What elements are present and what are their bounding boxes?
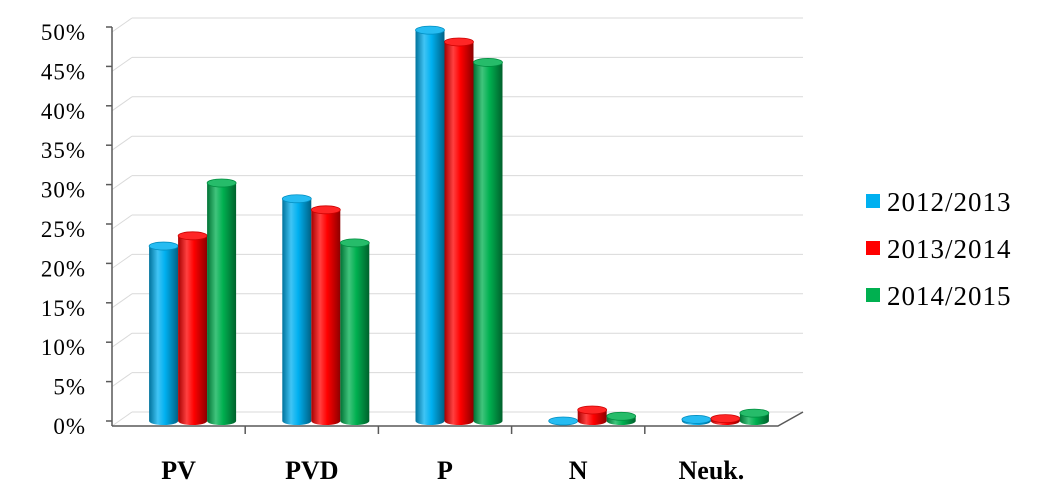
y-tick-label: 45% <box>41 59 86 84</box>
y-tick-label: 35% <box>41 138 86 163</box>
bar-pv-2014-2015 <box>206 178 237 425</box>
bar-neuk-2012-2013 <box>681 415 712 425</box>
gridline-depth <box>111 96 133 112</box>
legend-swatch <box>866 241 880 255</box>
x-category-label: N <box>569 456 588 481</box>
y-axis-ticks: 0% 5% 10% 15% 20% 25% 30% 35% 40% 45% 50% <box>41 20 112 439</box>
y-tick-label: 25% <box>41 217 86 242</box>
x-category-label: Neuk. <box>679 456 745 481</box>
gridline-depth <box>111 293 133 309</box>
legend-label: 2014/2015 <box>887 281 1012 311</box>
y-tick-label: 10% <box>41 335 86 360</box>
legend-swatch <box>866 288 880 302</box>
gridline-depth <box>111 56 133 72</box>
legend-label: 2013/2014 <box>887 234 1012 264</box>
y-tick-label: 15% <box>41 296 86 321</box>
x-axis-floor <box>112 411 804 427</box>
bar-p-2014-2015 <box>473 58 503 426</box>
x-axis-categories: PV PVD P N Neuk. <box>161 426 744 481</box>
gridline-depth <box>111 175 133 191</box>
bar-n-2014-2015 <box>606 411 637 425</box>
bar-neuk-2013-2014 <box>710 414 741 425</box>
y-tick-label: 20% <box>41 256 86 281</box>
bar-pvd-2014-2015 <box>339 238 370 425</box>
gridline-depth <box>111 214 133 230</box>
y-tick-label: 50% <box>41 20 86 45</box>
gridline-depth <box>111 17 133 33</box>
y-tick-label: 5% <box>53 375 86 400</box>
bar-pv-2012-2013 <box>148 241 179 425</box>
legend-swatch <box>866 194 880 208</box>
bars <box>148 25 770 426</box>
bar-n-2013-2014 <box>577 405 608 425</box>
bar-pv-2013-2014 <box>177 231 208 425</box>
y-tick-label: 30% <box>41 178 86 203</box>
x-category-label: PVD <box>285 456 338 481</box>
bar-neuk-2014-2015 <box>739 408 770 425</box>
bar-n-2012-2013 <box>548 416 579 426</box>
gridline-depth <box>111 332 133 348</box>
x-category-label: P <box>437 456 453 481</box>
gridline-depth <box>111 372 133 388</box>
bar-p-2013-2014 <box>444 37 474 425</box>
legend-label: 2012/2013 <box>887 187 1012 217</box>
bar-pvd-2012-2013 <box>281 194 312 425</box>
x-category-label: PV <box>161 456 196 481</box>
axes <box>111 27 804 427</box>
gridline-depth <box>111 135 133 151</box>
y-tick-label: 40% <box>41 99 86 124</box>
bar-pvd-2013-2014 <box>310 205 341 425</box>
y-tick-label: 0% <box>53 414 86 439</box>
gridline-depth <box>111 411 133 427</box>
gridline-depth <box>111 253 133 269</box>
bar-p-2012-2013 <box>415 25 445 425</box>
legend: 2012/2013 2013/2014 2014/2015 <box>866 187 1012 311</box>
